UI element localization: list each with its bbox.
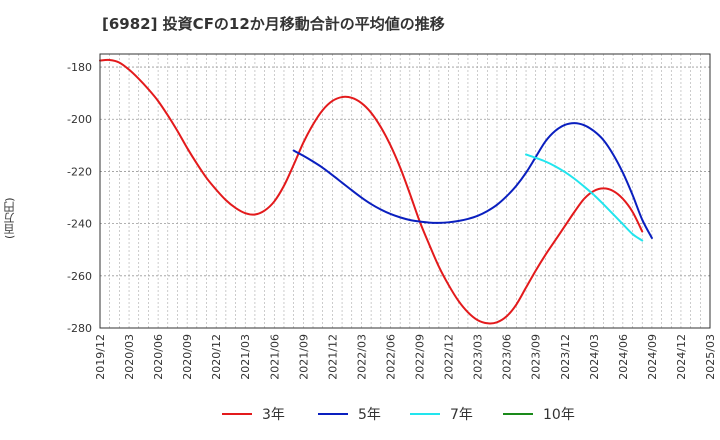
x-tick-label: 2023/12	[559, 334, 572, 380]
x-tick-label: 2021/09	[297, 334, 310, 380]
x-tick-label: 2024/12	[675, 334, 688, 380]
legend-item: 10年	[503, 402, 575, 426]
x-tick-label: 2023/09	[530, 334, 543, 380]
series-line-0	[99, 58, 644, 325]
x-tick-label: 2021/03	[239, 334, 252, 380]
x-tick-label: 2020/12	[210, 334, 223, 380]
legend-label: 10年	[543, 407, 575, 423]
x-tick-label: 2022/12	[443, 334, 456, 380]
series-line-1	[292, 122, 653, 239]
legend-swatch	[318, 413, 348, 415]
x-tick-label: 2020/09	[181, 334, 194, 380]
x-tick-label: 2020/06	[152, 334, 165, 380]
chart-title: [6982] 投資CFの12か月移動合計の平均値の推移	[102, 15, 445, 33]
series-line-2	[525, 153, 644, 242]
legend-label: 5年	[358, 407, 381, 423]
y-tick-label: -280	[67, 322, 92, 335]
y-tick-label: -220	[67, 165, 92, 178]
legend-item: 7年	[410, 402, 473, 426]
y-axis-tick-labels: -180 -200 -220 -240 -260 -280	[67, 61, 92, 335]
x-tick-label: 2022/06	[384, 334, 397, 380]
legend-label: 7年	[450, 407, 473, 423]
plot-background	[100, 54, 710, 328]
x-tick-label: 2019/12	[94, 334, 107, 380]
x-tick-label: 2023/06	[501, 334, 514, 380]
y-tick-label: -240	[67, 218, 92, 231]
x-tick-label: 2022/09	[414, 334, 427, 380]
y-tick-label: -260	[67, 270, 92, 283]
x-tick-label: 2021/12	[326, 334, 339, 380]
series-lines	[99, 58, 653, 325]
x-axis-tick-labels: 2019/12 2020/03 2020/06 2020/09 2020/12 2021/…	[94, 334, 717, 380]
y-tick-label: -200	[67, 113, 92, 126]
x-tick-label: 2024/03	[588, 334, 601, 380]
x-tick-label: 2024/06	[617, 334, 630, 380]
legend-swatch	[410, 413, 440, 415]
x-tick-label: 2024/09	[646, 334, 659, 380]
x-tick-label: 2025/03	[704, 334, 717, 380]
chart-legend: 3年 5年 7年 10年	[0, 402, 720, 426]
plot-frame	[99, 53, 711, 329]
legend-swatch	[222, 413, 252, 415]
legend-label: 3年	[262, 407, 285, 423]
legend-item: 5年	[318, 402, 381, 426]
x-tick-label: 2020/03	[123, 334, 136, 380]
x-tick-label: 2023/03	[472, 334, 485, 380]
x-tick-label: 2021/06	[268, 334, 281, 380]
legend-swatch	[503, 413, 533, 415]
y-tick-label: -180	[67, 61, 92, 74]
x-tick-label: 2022/03	[355, 334, 368, 380]
legend-item: 3年	[222, 402, 285, 426]
